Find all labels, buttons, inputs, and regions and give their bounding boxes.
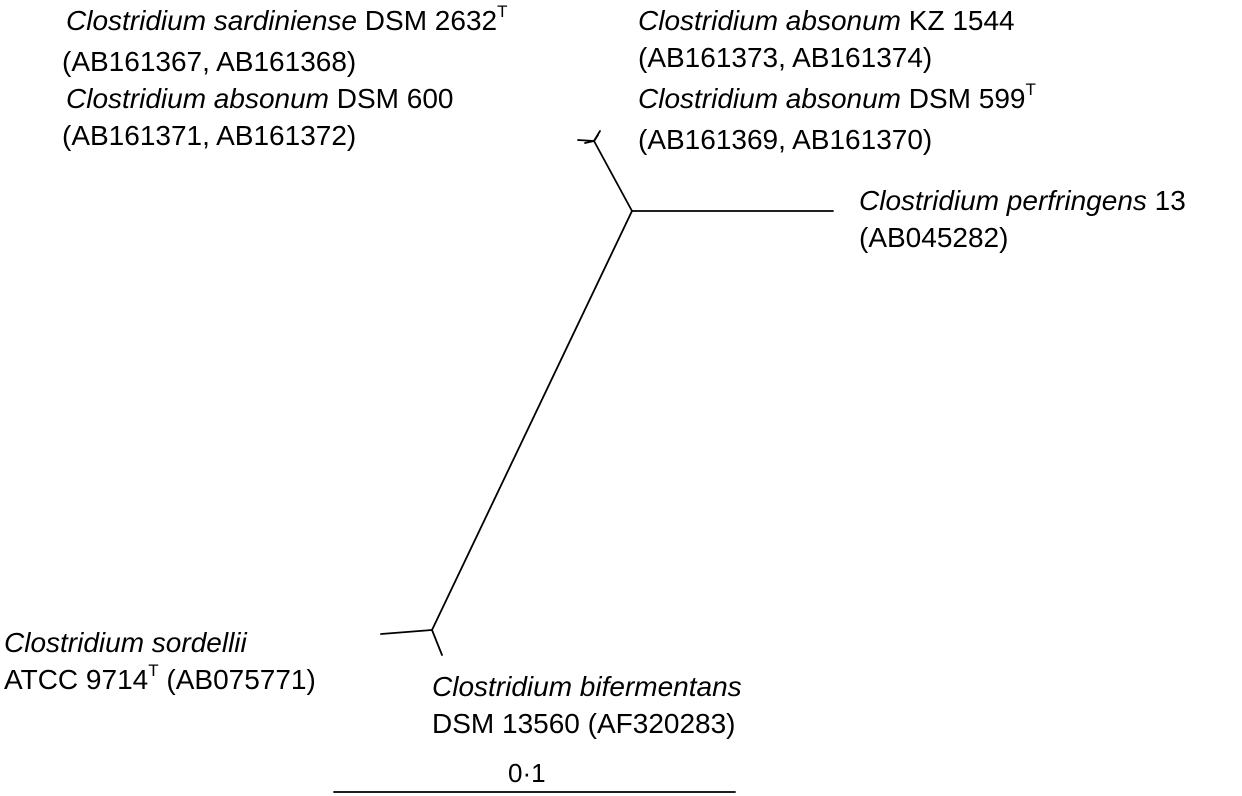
- accession-numbers: (AB161367, AB161368): [62, 46, 357, 77]
- species-name: Clostridium absonum: [638, 5, 901, 36]
- scale-bar-label: 0·1: [508, 758, 546, 788]
- internal-branch: [431, 210, 633, 631]
- species-name: Clostridium sardiniense: [66, 5, 358, 36]
- strain-name: DSM 600: [329, 83, 454, 114]
- species-name: Clostridium bifermentans: [432, 671, 742, 702]
- branch-bifermentans: [431, 629, 443, 656]
- taxon-label-absonum-dsm599: Clostridium absonum DSM 599T (AB161369, …: [638, 80, 1036, 158]
- strain-name: DSM 599: [901, 83, 1026, 114]
- type-strain-mark: T: [1025, 80, 1036, 99]
- accession-numbers: (AB161373, AB161374): [638, 42, 933, 73]
- taxon-label-sordellii: Clostridium sordellii ATCC 9714T (AB0757…: [4, 624, 316, 702]
- accession-numbers: (AB045282): [859, 222, 1009, 253]
- taxon-label-absonum-dsm600: Clostridium absonum DSM 600 (AB161371, A…: [62, 80, 454, 154]
- taxon-label-perfringens: Clostridium perfringens 13 (AB045282): [859, 182, 1186, 256]
- strain-name: KZ 1544: [901, 5, 1015, 36]
- accession-numbers: (AB161369, AB161370): [638, 124, 933, 155]
- taxon-label-absonum-kz1544: Clostridium absonum KZ 1544 (AB161373, A…: [638, 2, 1015, 76]
- species-name: Clostridium absonum: [638, 83, 901, 114]
- species-name: Clostridium absonum: [66, 83, 329, 114]
- taxon-label-bifermentans: Clostridium bifermentans DSM 13560 (AF32…: [432, 668, 742, 742]
- species-name: Clostridium perfringens: [859, 185, 1147, 216]
- accession-numbers: (AB075771): [158, 664, 316, 695]
- species-name: Clostridium sordellii: [4, 627, 247, 658]
- branch-absonum-cluster: [593, 140, 633, 212]
- branch-absonum-dsm600: [584, 140, 595, 144]
- branch-sordellii: [380, 629, 433, 635]
- type-strain-mark: T: [497, 2, 508, 21]
- taxon-label-sardiniense: Clostridium sardiniense DSM 2632T (AB161…: [62, 2, 508, 80]
- accession-numbers: (AB161371, AB161372): [62, 120, 357, 151]
- strain-accession: DSM 13560 (AF320283): [432, 708, 736, 739]
- strain-name: ATCC 9714: [4, 664, 149, 695]
- strain-name: DSM 2632: [357, 5, 498, 36]
- strain-name: 13: [1146, 185, 1186, 216]
- branch-absonum-dsm599: [593, 134, 599, 142]
- type-strain-mark: T: [148, 661, 159, 680]
